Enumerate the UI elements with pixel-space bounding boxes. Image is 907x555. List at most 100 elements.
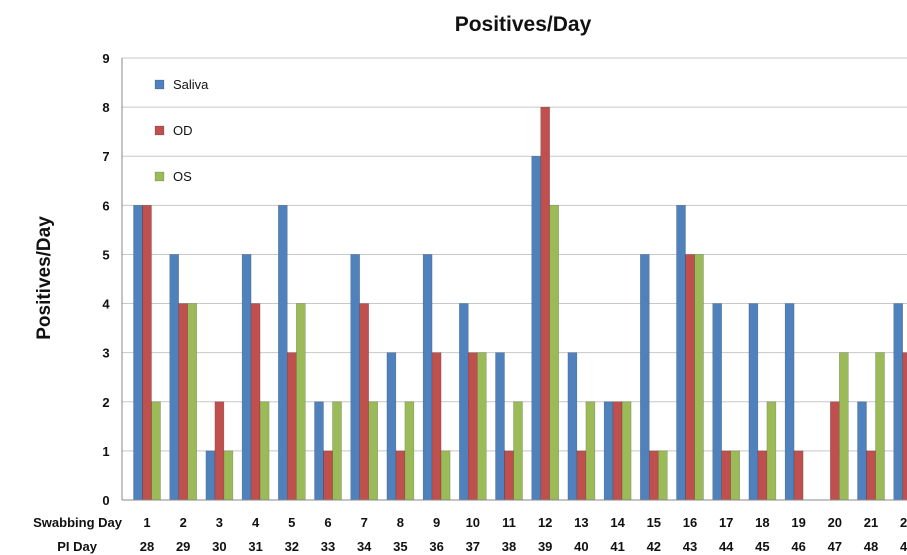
- x-tick-pi-day-43: 43: [683, 539, 697, 554]
- bar-os-15: [657, 450, 668, 501]
- x-tick-pi-day-33: 33: [321, 539, 335, 554]
- bar-os-16: [694, 254, 704, 501]
- bar-os-10: [476, 352, 487, 501]
- bar-od-10: [467, 352, 478, 501]
- bar-od-21: [866, 450, 876, 501]
- bar-saliva-6: [314, 401, 324, 501]
- x-tick-pi-day-47: 47: [828, 539, 842, 554]
- bar-saliva-16: [676, 205, 686, 501]
- x-tick-pi-day-28: 28: [140, 539, 154, 554]
- bar-od-11: [504, 450, 514, 501]
- legend-swatch-od: [154, 125, 165, 136]
- bar-os-11: [513, 401, 523, 501]
- bar-os-14: [621, 401, 632, 501]
- x-tick-pi-day-36: 36: [429, 539, 443, 554]
- bar-saliva-18: [748, 303, 759, 501]
- bar-od-6: [323, 450, 333, 501]
- legend-label-saliva: Saliva: [173, 77, 209, 92]
- bar-od-17: [721, 450, 732, 501]
- bar-od-19: [793, 450, 804, 501]
- bar-od-13: [576, 450, 587, 501]
- bar-saliva-19: [784, 303, 795, 501]
- bar-saliva-22: [893, 303, 904, 501]
- x-tick-pi-day-38: 38: [502, 539, 516, 554]
- bar-od-14: [612, 401, 623, 501]
- bars: [133, 106, 907, 501]
- x-tick-pi-day-48: 48: [864, 539, 878, 554]
- bar-od-1: [142, 205, 152, 501]
- x-tick-swabbing-day-10: 10: [466, 515, 480, 530]
- x-tick-swabbing-day-4: 4: [252, 515, 260, 530]
- bar-saliva-5: [277, 205, 288, 501]
- y-tick-label-9: 9: [102, 51, 109, 66]
- x-tick-pi-day-45: 45: [755, 539, 769, 554]
- bar-od-9: [431, 352, 442, 501]
- x-tick-pi-day-41: 41: [610, 539, 624, 554]
- bar-saliva-7: [350, 254, 361, 501]
- bar-od-20: [829, 401, 840, 501]
- y-tick-label-0: 0: [102, 493, 109, 508]
- bar-os-1: [151, 401, 161, 501]
- bar-od-16: [685, 254, 695, 501]
- x-tick-swabbing-day-12: 12: [538, 515, 552, 530]
- bar-os-8: [404, 401, 415, 501]
- bar-os-17: [730, 450, 741, 501]
- x-tick-swabbing-day-9: 9: [433, 515, 440, 530]
- x-tick-swabbing-day-17: 17: [719, 515, 733, 530]
- bar-saliva-13: [567, 352, 578, 501]
- x-tick-swabbing-day-18: 18: [755, 515, 769, 530]
- x-tick-swabbing-day-22: 22: [900, 515, 907, 530]
- x-tick-swabbing-day-13: 13: [574, 515, 588, 530]
- x-tick-swabbing-day-3: 3: [216, 515, 223, 530]
- bar-saliva-11: [495, 352, 505, 501]
- bar-saliva-17: [712, 303, 723, 501]
- y-tick-label-5: 5: [102, 247, 109, 262]
- x-tick-swabbing-day-20: 20: [828, 515, 842, 530]
- bar-os-3: [223, 450, 234, 501]
- x-tick-pi-day-44: 44: [719, 539, 734, 554]
- bar-saliva-10: [458, 303, 469, 501]
- bar-os-20: [838, 352, 849, 501]
- bar-os-7: [368, 401, 379, 501]
- y-axis-label: Positives/Day: [34, 216, 55, 340]
- y-tick-label-8: 8: [102, 100, 109, 115]
- x-tick-pi-day-32: 32: [285, 539, 299, 554]
- x-tick-pi-day-42: 42: [647, 539, 661, 554]
- x-tick-swabbing-day-16: 16: [683, 515, 697, 530]
- x-tick-swabbing-day-19: 19: [791, 515, 805, 530]
- x-tick-swabbing-day-15: 15: [647, 515, 661, 530]
- x-tick-swabbing-day-7: 7: [361, 515, 368, 530]
- bar-od-5: [286, 352, 297, 501]
- x-tick-pi-day-40: 40: [574, 539, 588, 554]
- x-tick-swabbing-day-5: 5: [288, 515, 295, 530]
- bar-os-13: [585, 401, 596, 501]
- x-tick-pi-day-35: 35: [393, 539, 407, 554]
- bar-saliva-4: [241, 254, 252, 501]
- x-tick-pi-day-46: 46: [791, 539, 805, 554]
- bar-saliva-14: [603, 401, 614, 501]
- legend-swatch-os: [154, 171, 165, 182]
- x-axis-category-rows: Swabbing Day 1 2 3 4 5 6 7 8 9 10 11 12 13 14 15 16 17 18 1…: [33, 515, 907, 554]
- y-tick-label-7: 7: [102, 149, 109, 164]
- bar-os-6: [332, 401, 342, 501]
- x-tick-swabbing-day-2: 2: [180, 515, 187, 530]
- row-label-swabbing-day: Swabbing Day: [33, 515, 123, 530]
- bar-saliva-1: [133, 205, 143, 501]
- y-axis-ticks: 0 1 2 3 4 5 6 7 8 9: [102, 51, 110, 508]
- bar-od-22: [902, 352, 907, 501]
- axes: [121, 58, 907, 501]
- x-tick-swabbing-day-14: 14: [610, 515, 625, 530]
- legend: Saliva OD OS: [154, 77, 209, 184]
- bar-od-12: [540, 106, 551, 501]
- x-tick-swabbing-day-1: 1: [143, 515, 150, 530]
- bar-os-4: [259, 401, 270, 501]
- bar-saliva-21: [857, 401, 867, 501]
- row-label-pi-day: PI Day: [57, 539, 98, 554]
- bar-od-7: [359, 303, 370, 501]
- bar-saliva-3: [205, 450, 216, 501]
- bar-od-15: [648, 450, 659, 501]
- x-tick-pi-day-34: 34: [357, 539, 372, 554]
- chart-title: Positives/Day: [455, 13, 592, 36]
- y-tick-label-3: 3: [102, 346, 109, 361]
